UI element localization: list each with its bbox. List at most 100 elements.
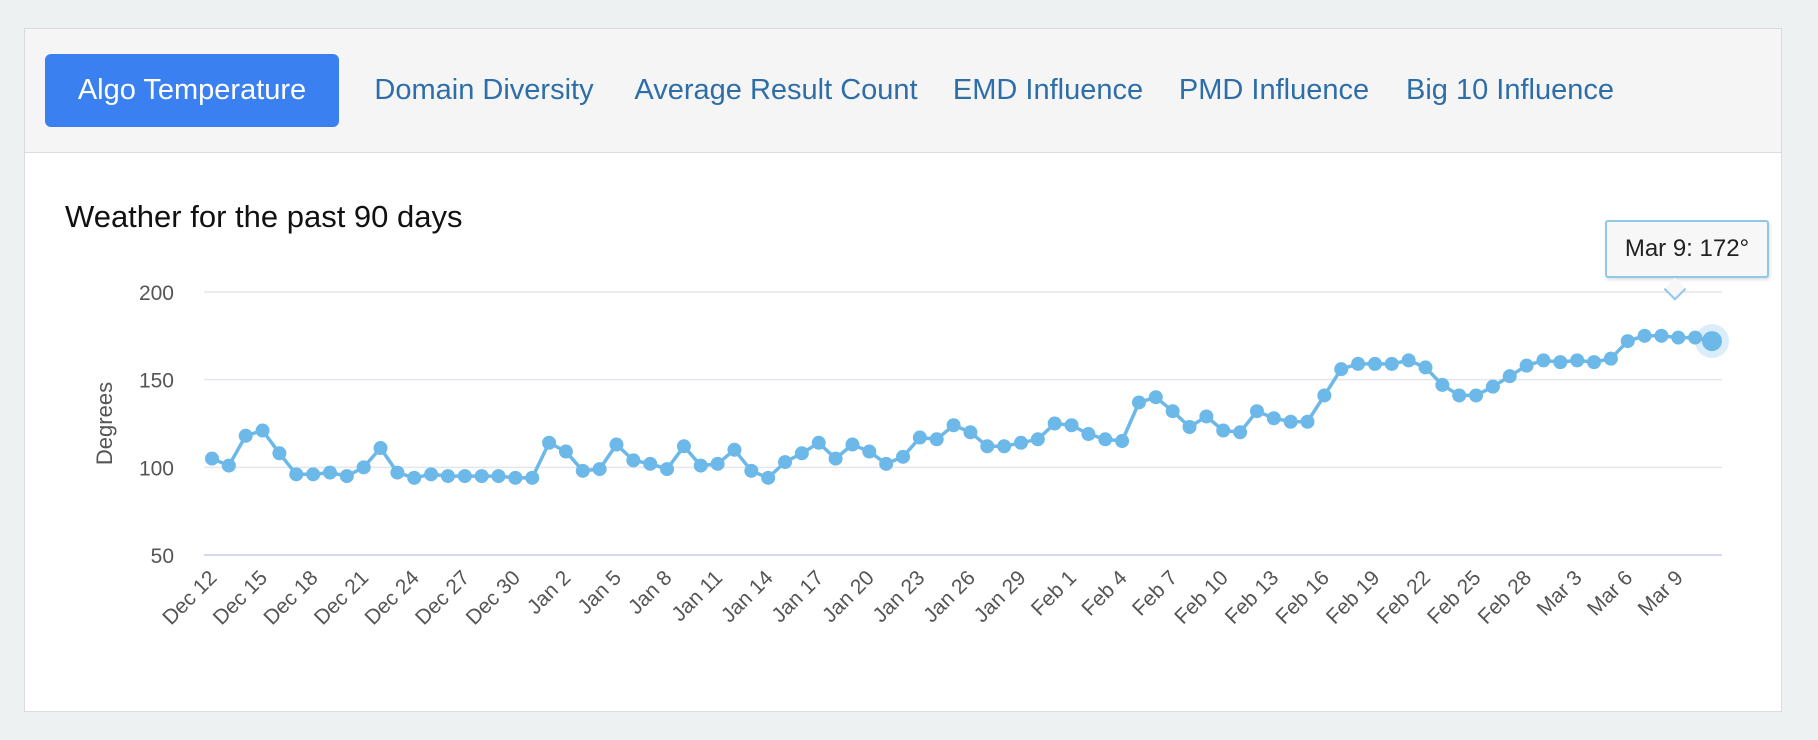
x-tick-label: Feb 19 bbox=[1322, 566, 1385, 629]
data-point bbox=[1654, 328, 1669, 343]
data-point bbox=[221, 458, 236, 473]
data-point bbox=[238, 428, 253, 443]
tab-big-10-influence[interactable]: Big 10 Influence bbox=[1406, 74, 1614, 106]
tab-domain-diversity[interactable]: Domain Diversity bbox=[374, 74, 594, 106]
data-point bbox=[508, 470, 523, 485]
data-point bbox=[356, 460, 371, 475]
data-point bbox=[997, 439, 1012, 454]
data-point bbox=[339, 469, 354, 484]
data-point bbox=[306, 467, 321, 482]
data-point bbox=[879, 456, 894, 471]
data-point bbox=[1148, 390, 1163, 405]
data-point bbox=[1570, 353, 1585, 368]
x-tick-label: Feb 25 bbox=[1423, 566, 1486, 629]
data-point bbox=[643, 456, 658, 471]
data-point bbox=[896, 449, 911, 464]
data-point bbox=[609, 437, 624, 452]
x-tick-label: Mar 6 bbox=[1583, 566, 1637, 620]
data-point bbox=[1688, 330, 1703, 345]
data-point bbox=[457, 469, 472, 484]
data-point bbox=[710, 456, 725, 471]
tab-average-result-count[interactable]: Average Result Count bbox=[634, 74, 918, 106]
data-point bbox=[440, 469, 455, 484]
data-point bbox=[1098, 432, 1113, 447]
data-point bbox=[1115, 434, 1130, 449]
data-point bbox=[845, 437, 860, 452]
data-point bbox=[1064, 418, 1079, 433]
data-point bbox=[693, 458, 708, 473]
data-point bbox=[744, 463, 759, 478]
data-point bbox=[1637, 328, 1652, 343]
data-point bbox=[1300, 414, 1315, 429]
data-point bbox=[474, 469, 489, 484]
data-point bbox=[390, 465, 405, 480]
data-point bbox=[828, 451, 843, 466]
x-tick-label: Jan 29 bbox=[970, 566, 1031, 627]
x-tick-label: Feb 13 bbox=[1221, 566, 1284, 629]
tab-pmd-influence[interactable]: PMD Influence bbox=[1178, 74, 1370, 106]
data-point bbox=[1334, 362, 1349, 377]
tab-algo-temperature[interactable]: Algo Temperature bbox=[45, 54, 339, 127]
data-point bbox=[1603, 351, 1618, 366]
x-tick-label: Jan 11 bbox=[667, 566, 727, 626]
chart-panel: Algo Temperature Domain Diversity Averag… bbox=[24, 28, 1782, 712]
data-point bbox=[1216, 423, 1231, 438]
data-point bbox=[1233, 425, 1248, 440]
y-tick-label: 200 bbox=[139, 282, 174, 305]
x-tick-label: Dec 15 bbox=[209, 566, 272, 629]
data-point bbox=[1266, 411, 1281, 426]
y-tick-label: 150 bbox=[139, 370, 174, 393]
x-tick-label: Mar 3 bbox=[1532, 566, 1586, 620]
data-point bbox=[980, 439, 995, 454]
data-point bbox=[1131, 395, 1146, 410]
data-point bbox=[1401, 353, 1416, 368]
data-point bbox=[1418, 360, 1433, 375]
point-tooltip: Mar 9: 172° bbox=[1605, 220, 1769, 278]
y-tick-label: 100 bbox=[139, 457, 174, 480]
data-point bbox=[1047, 416, 1062, 431]
data-point bbox=[1081, 427, 1096, 442]
data-point bbox=[946, 418, 961, 433]
data-point bbox=[1384, 356, 1399, 371]
data-point bbox=[1587, 355, 1602, 370]
data-point bbox=[912, 430, 927, 445]
y-tick-label: 50 bbox=[151, 545, 174, 568]
data-point bbox=[929, 432, 944, 447]
data-point bbox=[811, 435, 826, 450]
tab-bar: Algo Temperature Domain Diversity Averag… bbox=[25, 29, 1781, 153]
data-point bbox=[1283, 414, 1298, 429]
data-point bbox=[626, 453, 641, 468]
x-tick-label: Feb 10 bbox=[1170, 566, 1233, 629]
data-point bbox=[1435, 377, 1450, 392]
data-point bbox=[676, 439, 691, 454]
data-point bbox=[558, 444, 573, 459]
series-line bbox=[211, 334, 1713, 480]
x-tick-label: Dec 18 bbox=[259, 566, 322, 629]
data-point bbox=[1165, 404, 1180, 419]
x-tick-label: Jan 14 bbox=[717, 566, 778, 627]
x-tick-label: Mar 9 bbox=[1634, 566, 1688, 620]
data-point bbox=[1013, 435, 1028, 450]
data-point bbox=[322, 465, 337, 480]
data-point bbox=[660, 462, 675, 477]
data-point bbox=[592, 462, 607, 477]
data-point bbox=[1519, 358, 1534, 373]
highlighted-point bbox=[1702, 331, 1722, 352]
x-tick-label: Feb 28 bbox=[1474, 566, 1537, 629]
chart-title: Weather for the past 90 days bbox=[65, 199, 463, 234]
data-point bbox=[862, 444, 877, 459]
data-point bbox=[1469, 388, 1484, 403]
tab-emd-influence[interactable]: EMD Influence bbox=[952, 74, 1144, 106]
x-tick-label: Dec 12 bbox=[158, 566, 221, 629]
data-point bbox=[1536, 353, 1551, 368]
data-point bbox=[1367, 356, 1382, 371]
x-tick-label: Jan 17 bbox=[767, 566, 828, 627]
data-point bbox=[525, 470, 540, 485]
data-point bbox=[424, 467, 439, 482]
data-point bbox=[1182, 420, 1197, 435]
data-point bbox=[542, 435, 557, 450]
data-point bbox=[1620, 334, 1635, 349]
x-tick-label: Jan 26 bbox=[919, 566, 980, 627]
y-axis-label: Degrees bbox=[92, 382, 117, 465]
